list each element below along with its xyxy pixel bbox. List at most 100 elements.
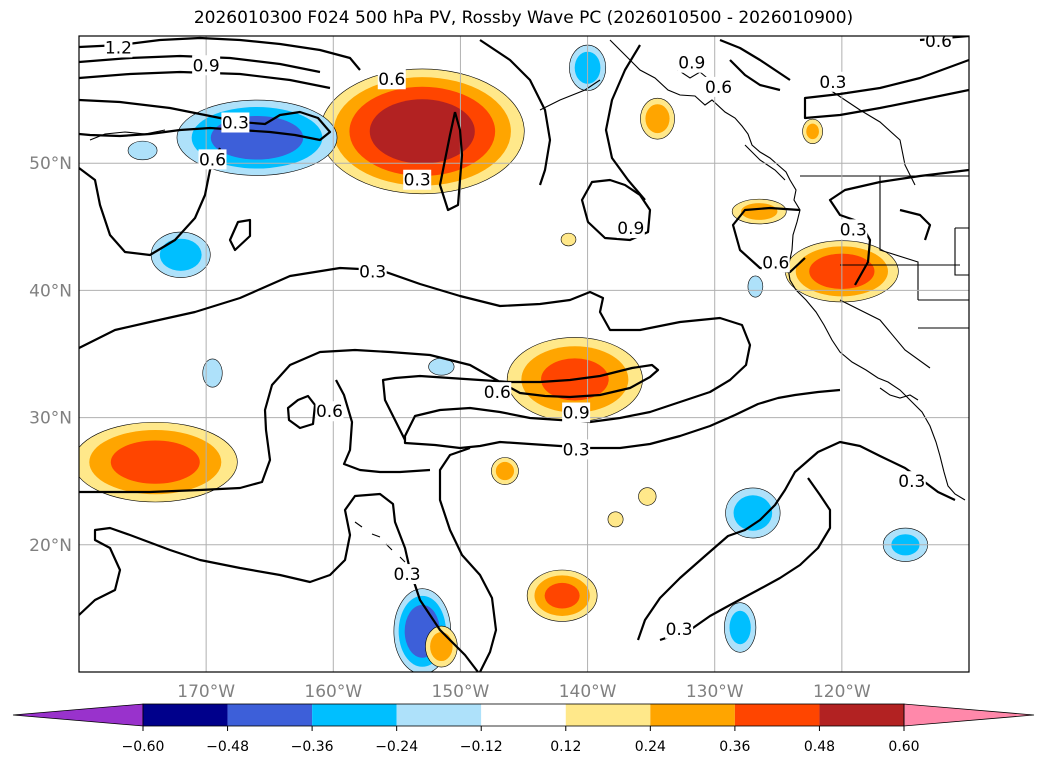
contour-label-text: 0.6 bbox=[925, 32, 952, 52]
pv-anomaly-19-level-1 bbox=[806, 123, 819, 140]
axis-tick-labels: 170°W 160°W 150°W 140°W 130°W 120°W 50°N 40°N 30… bbox=[29, 154, 871, 702]
contour-label-bg bbox=[924, 36, 953, 52]
contour-label-text: 0.3 bbox=[840, 220, 867, 240]
pv-anomaly-17 bbox=[202, 358, 223, 388]
map-frame bbox=[78, 35, 970, 673]
contour-label-bg bbox=[393, 564, 422, 585]
contour-label-12: 0.6 bbox=[761, 252, 790, 273]
contour-label-text: 0.3 bbox=[563, 440, 590, 460]
contour-label-text: 0.3 bbox=[666, 620, 693, 640]
pv-contour-label-layer: 1.2 0.9 0.6 0.3 0.6 0.3 0.9 0.6 0.3 0.6 0.9 0.3 0.6 0… bbox=[104, 32, 953, 640]
contour-label-20: 0.3 bbox=[897, 471, 926, 492]
pv-anomaly-12 bbox=[640, 97, 675, 140]
contour-label-bg bbox=[198, 149, 227, 170]
pv-anomaly-9 bbox=[725, 487, 781, 539]
contour-label-bg bbox=[403, 169, 432, 190]
pv-anomaly-20 bbox=[747, 275, 764, 298]
colorbar-frame bbox=[142, 703, 905, 727]
colorbar-tick-label: −0.12 bbox=[460, 739, 503, 755]
pv-anomaly-10-level-1 bbox=[729, 610, 751, 645]
colorbar-tick-label: −0.60 bbox=[122, 739, 165, 755]
pv-anomaly-2-level-2 bbox=[110, 440, 200, 484]
pv-anomaly-16-level-0 bbox=[127, 140, 158, 161]
contour-label-14: 0.6 bbox=[315, 401, 344, 422]
contour-label-bg bbox=[818, 71, 847, 92]
contour-label-bg bbox=[665, 618, 694, 639]
contour-label-text: 0.6 bbox=[378, 70, 405, 90]
colorbar-tick-label: 0.48 bbox=[804, 739, 835, 755]
colorbar-segment-1 bbox=[227, 704, 313, 726]
contour-label-bg bbox=[704, 76, 733, 97]
contour-label-bg bbox=[315, 401, 344, 422]
contour-label-text: 0.9 bbox=[617, 219, 644, 239]
pv-anomaly-0 bbox=[319, 68, 525, 195]
contour-label-text: 0.9 bbox=[678, 54, 705, 74]
contour-label-bg bbox=[377, 69, 406, 90]
graticule-layer bbox=[79, 36, 969, 672]
lon-tick-label: 160°W bbox=[304, 682, 362, 702]
pv-anomaly-22 bbox=[607, 511, 624, 528]
colorbar-segment-2 bbox=[312, 704, 397, 726]
lat-tick-label: 50°N bbox=[29, 154, 72, 174]
contour-label-text: 0.6 bbox=[484, 383, 511, 403]
pv-anomaly-16 bbox=[127, 140, 158, 161]
colorbar-segment-0 bbox=[143, 704, 228, 726]
pv-anomaly-15 bbox=[491, 457, 519, 485]
contour-label-text: 0.3 bbox=[359, 262, 386, 282]
pv-anomaly-6 bbox=[526, 569, 598, 622]
lat-tick-label: 30°N bbox=[29, 409, 72, 429]
contour-label-bg bbox=[616, 218, 645, 239]
pv-anomaly-13 bbox=[731, 198, 787, 225]
contour-label-text: 0.6 bbox=[316, 402, 343, 422]
colorbar-tick-label: −0.48 bbox=[206, 739, 249, 755]
contour-label-2: 0.6 bbox=[377, 69, 406, 90]
contour-label-text: 1.2 bbox=[105, 38, 132, 58]
contour-label-bg bbox=[839, 219, 868, 240]
contour-label-bg bbox=[221, 112, 250, 133]
colorbar-tick-label: 0.36 bbox=[719, 739, 750, 755]
pv-anomaly-19 bbox=[802, 118, 823, 144]
contour-label-text: 0.3 bbox=[819, 73, 846, 93]
lon-tick-label: 120°W bbox=[813, 682, 871, 702]
colorbar-extend-high bbox=[903, 703, 1035, 727]
contour-label-text: 0.9 bbox=[563, 404, 590, 424]
contour-label-17: 0.3 bbox=[562, 439, 591, 460]
pv-anomaly-2 bbox=[79, 421, 238, 503]
colorbar-tick-label: 0.12 bbox=[550, 739, 581, 755]
colorbar-tick-label: −0.24 bbox=[375, 739, 418, 755]
contour-label-4: 0.6 bbox=[198, 149, 227, 170]
lat-tick-label: 40°N bbox=[29, 281, 72, 301]
lat-tick-label: 20°N bbox=[29, 536, 72, 556]
colorbar-segment-6 bbox=[650, 704, 735, 726]
pv-anomaly-22-level-0 bbox=[607, 511, 624, 528]
contour-label-bg bbox=[562, 402, 591, 423]
colorbar-segment-8 bbox=[819, 704, 904, 726]
contour-label-11: 0.3 bbox=[839, 219, 868, 240]
pv-anomaly-23-level-0 bbox=[560, 232, 577, 247]
contour-label-19: 0.3 bbox=[665, 618, 694, 640]
pv-anomaly-12-level-1 bbox=[645, 104, 670, 134]
colorbar-segment-7 bbox=[734, 704, 820, 726]
contour-label-bg bbox=[897, 471, 926, 492]
lon-tick-label: 130°W bbox=[686, 682, 744, 702]
chart-title: 2026010300 F024 500 hPa PV, Rossby Wave … bbox=[193, 8, 854, 28]
pv-anomaly-9-level-1 bbox=[733, 495, 773, 531]
pv-anomaly-14-level-1 bbox=[430, 632, 453, 662]
contour-label-bg bbox=[104, 37, 133, 58]
colorbar-tick-label: 0.24 bbox=[635, 739, 666, 755]
contour-label-16: 0.9 bbox=[562, 402, 591, 424]
pv-contour-layer bbox=[79, 36, 969, 672]
contour-label-bg bbox=[192, 55, 221, 76]
pv-anomaly-14 bbox=[425, 625, 458, 668]
contour-label-3: 0.3 bbox=[221, 112, 250, 133]
colorbar-extend-low bbox=[12, 703, 144, 727]
contour-label-9: 0.6 bbox=[924, 32, 953, 52]
contour-label-bg bbox=[677, 52, 706, 73]
colorbar-segment-5 bbox=[565, 704, 651, 726]
pv-anomaly-23 bbox=[560, 232, 577, 247]
contour-label-13: 0.3 bbox=[358, 261, 387, 282]
pv-anomaly-20-level-0 bbox=[747, 275, 764, 298]
pv-anomaly-15-level-1 bbox=[495, 461, 515, 481]
contour-label-text: 0.6 bbox=[762, 253, 789, 273]
